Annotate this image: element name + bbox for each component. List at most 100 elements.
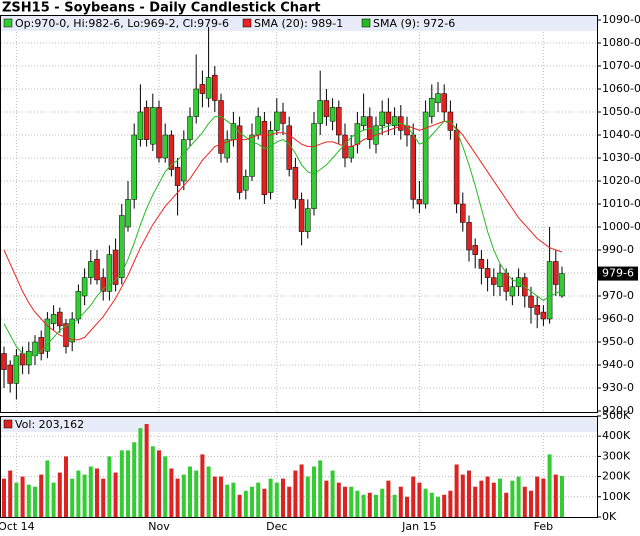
volume-bar — [45, 460, 50, 517]
candle-body — [193, 88, 199, 117]
volume-bar — [150, 446, 155, 517]
volume-bar — [64, 456, 68, 517]
volume-bar — [361, 494, 366, 517]
candle-body — [205, 77, 212, 99]
y-tick-label: 950-0 — [602, 335, 634, 348]
sma-line — [3, 116, 563, 357]
y-tick-label: 0K — [602, 510, 617, 523]
volume-bar — [8, 470, 13, 517]
candle-body — [441, 93, 447, 113]
candle-body — [416, 199, 423, 205]
ohlc-legend: Op:970-0, Hi:982-6, Lo:969-2, Cl:979-6 — [15, 17, 229, 30]
volume-bar — [380, 488, 385, 517]
volume-bar — [281, 478, 285, 517]
volume-bar — [535, 476, 540, 517]
candle-body — [150, 107, 156, 145]
volume-bar — [367, 492, 372, 517]
candle-body — [255, 116, 261, 136]
volume-bar — [20, 476, 25, 517]
volume-bar — [336, 482, 341, 517]
volume-bar — [324, 480, 329, 517]
y-tick-label: 1020-0 — [602, 174, 640, 187]
volume-bar — [26, 484, 31, 517]
candle-body — [243, 176, 249, 191]
volume-bar — [343, 486, 347, 517]
candle-body — [528, 295, 534, 308]
candle-body — [379, 111, 385, 127]
candle-body — [317, 100, 323, 124]
candle-body — [137, 111, 144, 140]
volume-bar — [454, 464, 459, 517]
candle-body — [553, 261, 559, 285]
y-tick-label: 200K — [602, 470, 631, 483]
volume-bar — [33, 486, 37, 517]
volume-bar — [541, 478, 546, 517]
candle-body — [348, 146, 354, 159]
y-tick-label: 920-0 — [602, 404, 634, 417]
candle-body — [404, 125, 410, 136]
candle-body — [298, 199, 305, 232]
grid: 920-0930-0940-0950-0960-0970-0980-0990-0… — [0, 13, 640, 533]
volume-bar — [355, 490, 360, 517]
candle-body — [491, 277, 497, 285]
volume-bar — [479, 480, 484, 517]
volume-bar — [553, 474, 558, 517]
volume-bar — [330, 470, 335, 517]
volume-bar — [498, 478, 502, 517]
volume-bar — [485, 476, 490, 517]
volume-bar — [57, 472, 62, 517]
candle-body — [249, 134, 255, 177]
last-price-box — [598, 266, 638, 281]
x-tick-label: Feb — [534, 520, 553, 533]
volume-bar — [442, 494, 447, 517]
volume-bar — [14, 482, 19, 517]
candle-body — [540, 311, 547, 320]
legend: Op:970-0, Hi:982-6, Lo:969-2, Cl:979-6 S… — [3, 17, 455, 431]
candle-body — [26, 350, 32, 366]
candle-body — [305, 208, 311, 232]
volume-bar — [76, 470, 81, 517]
volume-bar — [436, 496, 440, 517]
volume-bar — [299, 464, 304, 517]
volume-bar — [318, 460, 323, 517]
y-tick-label: 1080-0 — [602, 36, 640, 49]
volume-bar — [467, 470, 471, 517]
volume-bar — [206, 466, 211, 517]
candle-body — [336, 107, 342, 136]
y-tick-label: 1030-0 — [602, 151, 640, 164]
volume-bar — [82, 474, 87, 517]
candle-body — [168, 134, 175, 170]
candle-body — [57, 311, 63, 327]
volume-bar — [529, 490, 533, 517]
volume-bar — [163, 456, 168, 517]
volume-bar — [132, 442, 137, 517]
volume-bar — [138, 428, 143, 517]
volume-bar — [113, 472, 118, 517]
sma-line — [3, 120, 563, 341]
volume-bar — [119, 450, 124, 517]
y-tick-label: 940-0 — [602, 358, 634, 371]
volume-bar — [70, 478, 75, 517]
plot: 979-6 — [1, 26, 638, 517]
y-tick-label: 1050-0 — [602, 105, 640, 118]
volume-bar — [268, 478, 273, 517]
volume-bar — [175, 478, 180, 517]
candle-body — [422, 111, 429, 205]
candle-body — [261, 120, 268, 196]
volume-bar — [547, 454, 552, 517]
volume-bar — [212, 476, 217, 517]
candle-body — [267, 130, 274, 193]
volume-bar — [305, 476, 310, 517]
legend-label: SMA (9): 972-6 — [373, 17, 455, 30]
candle-body — [106, 254, 113, 292]
volume-bar — [374, 494, 378, 517]
y-tick-label: 970-0 — [602, 289, 634, 302]
volume-bar — [405, 496, 409, 517]
candle-body — [181, 139, 187, 182]
volume-bar — [181, 474, 186, 517]
candle-body — [472, 245, 478, 255]
volume-bar — [473, 486, 478, 517]
volume-bar — [95, 468, 99, 517]
candle-body — [274, 111, 280, 131]
volume-bar — [312, 466, 316, 517]
